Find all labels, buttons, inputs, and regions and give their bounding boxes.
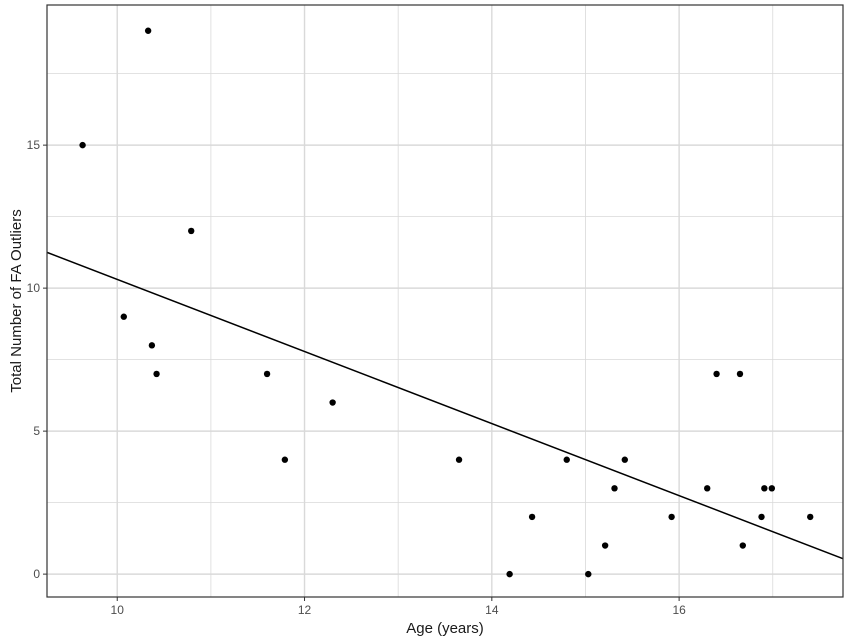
y-tick-label: 5 [33, 424, 40, 438]
trend-line [46, 251, 844, 560]
data-point [621, 456, 629, 463]
data-point [528, 513, 536, 521]
data-point [144, 27, 152, 34]
data-point [281, 456, 289, 463]
data-point [506, 570, 513, 578]
data-point [148, 342, 156, 349]
data-point [455, 456, 463, 463]
x-tick-label: 16 [672, 603, 686, 617]
plot-background [47, 5, 843, 597]
data-point [153, 370, 160, 378]
data-point [79, 141, 86, 149]
data-point [807, 513, 814, 521]
y-tick-label: 15 [27, 138, 41, 152]
data-point [263, 370, 271, 378]
x-tick-label: 12 [298, 603, 312, 617]
data-point [761, 485, 768, 492]
data-point [768, 485, 776, 492]
y-axis-ticks: 0 5 10 15 [27, 138, 47, 581]
data-point [713, 370, 720, 378]
data-point [736, 370, 744, 378]
y-axis-title: Total Number of FA Outliers [8, 209, 25, 392]
data-point [704, 485, 711, 492]
data-point [668, 513, 675, 521]
data-point [758, 513, 765, 521]
data-point [739, 542, 746, 549]
data-point [329, 399, 336, 406]
data-points [79, 27, 814, 578]
data-point [120, 313, 127, 320]
data-point [563, 456, 570, 463]
grid-minor [47, 5, 843, 597]
data-point [611, 485, 618, 492]
y-tick-label: 10 [27, 281, 41, 295]
x-axis-title: Age (years) [406, 620, 484, 637]
x-axis-ticks: 10 12 14 16 [111, 597, 686, 617]
data-point [585, 570, 592, 578]
y-tick-label: 0 [33, 567, 40, 581]
plot-border [46, 4, 844, 598]
data-point [188, 227, 195, 235]
grid-major [47, 5, 843, 597]
x-tick-label: 10 [111, 603, 125, 617]
x-tick-label: 14 [485, 603, 499, 617]
data-point [601, 542, 609, 549]
